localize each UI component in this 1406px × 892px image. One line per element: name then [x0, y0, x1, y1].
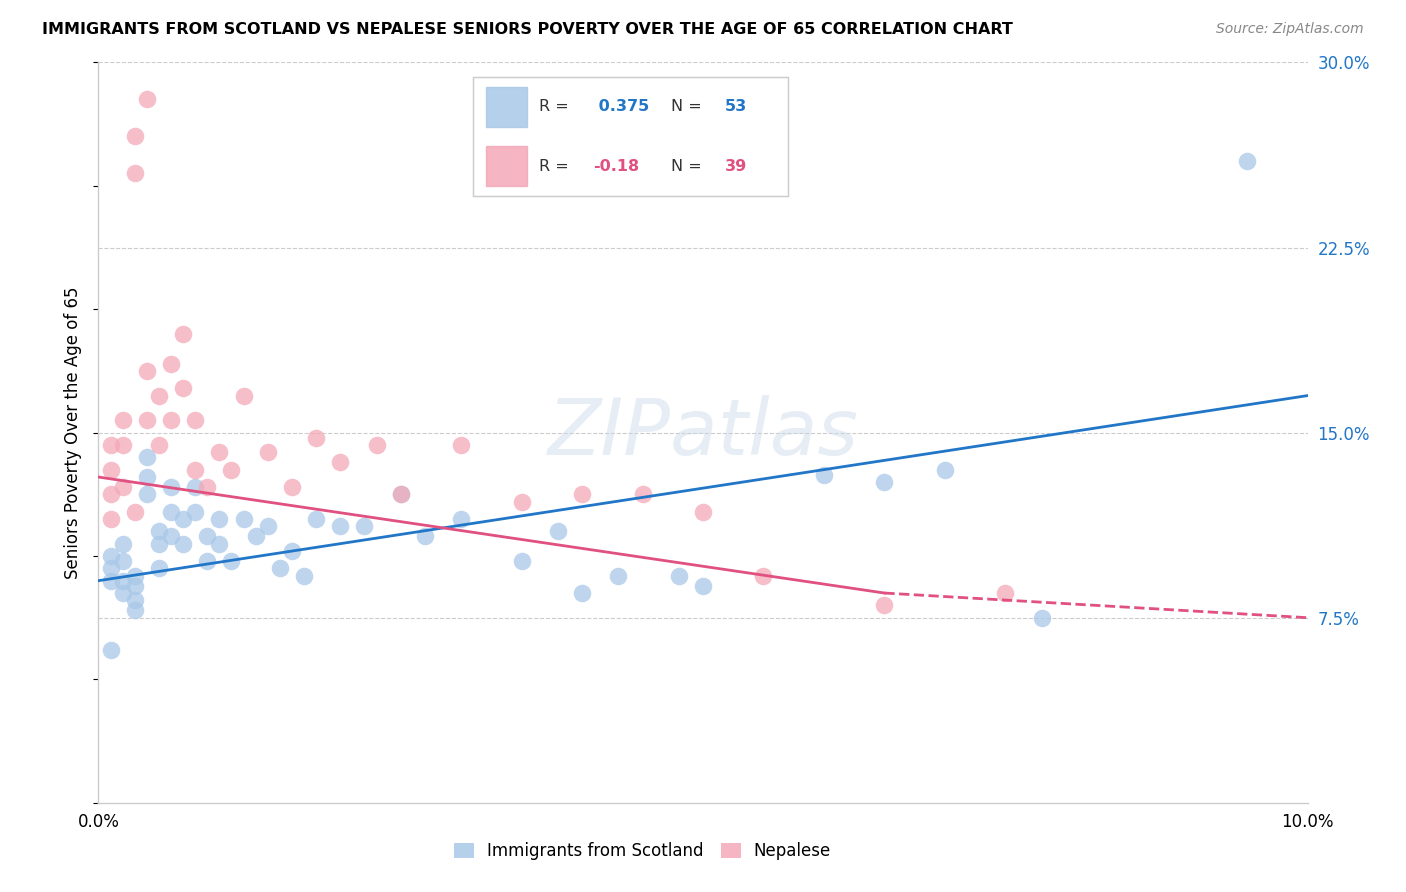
Text: IMMIGRANTS FROM SCOTLAND VS NEPALESE SENIORS POVERTY OVER THE AGE OF 65 CORRELAT: IMMIGRANTS FROM SCOTLAND VS NEPALESE SEN…: [42, 22, 1014, 37]
Point: [256, 445, 278, 459]
Text: ZIPatlas: ZIPatlas: [547, 394, 859, 471]
Point: [124, 505, 146, 519]
Point: [752, 568, 775, 582]
Point: [1031, 610, 1053, 624]
Point: [100, 642, 122, 657]
Point: [281, 544, 304, 558]
Point: [232, 512, 254, 526]
Point: [873, 599, 896, 613]
Point: [148, 524, 170, 539]
Point: [124, 579, 146, 593]
Point: [256, 519, 278, 533]
Point: [329, 519, 352, 533]
Point: [994, 586, 1017, 600]
Point: [208, 512, 231, 526]
Point: [450, 438, 472, 452]
Point: [195, 480, 218, 494]
Legend: Immigrants from Scotland, Nepalese: Immigrants from Scotland, Nepalese: [446, 834, 839, 869]
Point: [1236, 154, 1258, 169]
Point: [100, 512, 122, 526]
Point: [160, 480, 183, 494]
Point: [148, 438, 170, 452]
Point: [160, 529, 183, 543]
Point: [232, 388, 254, 402]
Point: [135, 470, 157, 484]
Point: [172, 512, 194, 526]
Point: [195, 554, 218, 568]
Point: [111, 574, 134, 588]
Point: [305, 431, 328, 445]
Point: [571, 487, 593, 501]
Point: [510, 494, 533, 508]
Point: [100, 438, 122, 452]
Point: [172, 326, 194, 341]
Point: [111, 438, 134, 452]
Point: [813, 467, 835, 482]
Point: [124, 593, 146, 607]
Point: [160, 357, 183, 371]
Point: [172, 536, 194, 550]
Point: [135, 92, 157, 106]
Point: [135, 413, 157, 427]
Y-axis label: Seniors Poverty Over the Age of 65: Seniors Poverty Over the Age of 65: [65, 286, 83, 579]
Point: [281, 480, 304, 494]
Point: [631, 487, 654, 501]
Point: [135, 364, 157, 378]
Point: [366, 438, 388, 452]
Point: [172, 381, 194, 395]
Point: [111, 536, 134, 550]
Point: [329, 455, 352, 469]
Point: [135, 487, 157, 501]
Point: [305, 512, 328, 526]
Point: [221, 554, 243, 568]
Point: [934, 462, 956, 476]
Point: [245, 529, 267, 543]
Point: [195, 529, 218, 543]
Point: [148, 388, 170, 402]
Point: [873, 475, 896, 489]
Point: [571, 586, 593, 600]
Point: [111, 480, 134, 494]
Point: [111, 586, 134, 600]
Point: [208, 445, 231, 459]
Point: [148, 561, 170, 575]
Point: [353, 519, 375, 533]
Point: [607, 568, 630, 582]
Point: [184, 462, 207, 476]
Point: [111, 554, 134, 568]
Point: [668, 568, 690, 582]
Point: [148, 536, 170, 550]
Point: [413, 529, 436, 543]
Point: [124, 129, 146, 144]
Point: [135, 450, 157, 465]
Point: [292, 568, 315, 582]
Point: [450, 512, 472, 526]
Point: [160, 413, 183, 427]
Point: [208, 536, 231, 550]
Point: [510, 554, 533, 568]
Point: [269, 561, 291, 575]
Point: [389, 487, 412, 501]
Point: [389, 487, 412, 501]
Point: [100, 487, 122, 501]
Point: [100, 561, 122, 575]
Point: [692, 579, 714, 593]
Point: [547, 524, 569, 539]
Point: [100, 462, 122, 476]
Text: Source: ZipAtlas.com: Source: ZipAtlas.com: [1216, 22, 1364, 37]
Point: [124, 166, 146, 180]
Point: [100, 549, 122, 563]
Point: [160, 505, 183, 519]
Point: [184, 413, 207, 427]
Point: [124, 568, 146, 582]
Point: [221, 462, 243, 476]
Point: [100, 574, 122, 588]
Point: [184, 505, 207, 519]
Point: [111, 413, 134, 427]
Point: [692, 505, 714, 519]
Point: [184, 480, 207, 494]
Point: [124, 603, 146, 617]
